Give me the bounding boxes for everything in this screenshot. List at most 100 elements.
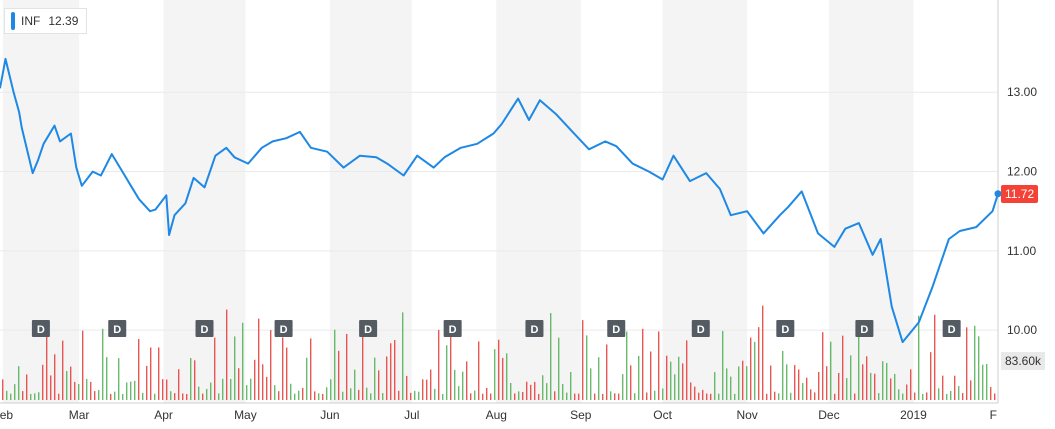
volume-bar [526, 381, 528, 400]
dividend-marker-label: D [364, 324, 372, 336]
dividend-marker-box [607, 320, 626, 337]
volume-bar [18, 366, 20, 400]
dividend-marker-box [274, 320, 293, 337]
dividend-marker: D [359, 320, 378, 337]
volume-bar [518, 391, 520, 400]
volume-bar [118, 358, 120, 400]
volume-bar [910, 369, 912, 400]
volume-bar [862, 364, 864, 400]
dividend-marker-box [855, 320, 874, 337]
volume-bar [426, 379, 428, 400]
volume-bar [198, 386, 200, 400]
volume-bar [330, 379, 332, 400]
volume-bar [662, 388, 664, 400]
dividend-marker-label: D [280, 324, 288, 336]
volume-bar [530, 384, 532, 400]
volume-bar [138, 338, 140, 400]
volume-bar [754, 341, 756, 400]
volume-bar [958, 386, 960, 400]
volume-bar [302, 387, 304, 400]
last-price-tag: 11.72 [1001, 184, 1039, 203]
volume-bar [318, 393, 320, 400]
volume-bar [238, 368, 240, 400]
volume-bar [550, 313, 552, 400]
volume-bar [374, 357, 376, 400]
volume-bar [978, 336, 980, 400]
volume-bar [602, 393, 604, 400]
volume-bar [30, 393, 32, 400]
month-band [163, 0, 246, 403]
volume-bar [966, 327, 968, 400]
volume-bar [226, 309, 228, 400]
volume-bar [666, 355, 668, 400]
x-tick-label: Oct [653, 408, 672, 422]
volume-bar [366, 387, 368, 400]
volume-bars [2, 305, 996, 400]
volume-bar [370, 393, 372, 400]
volume-bar [746, 366, 748, 400]
gridlines [0, 0, 999, 404]
volume-bar [254, 359, 256, 400]
volume-bar [94, 391, 96, 400]
volume-bar [202, 393, 204, 400]
volume-bar [838, 372, 840, 400]
volume-bar [714, 372, 716, 400]
volume-bar [270, 330, 272, 400]
volume-bar [706, 393, 708, 400]
volume-bar [342, 391, 344, 400]
volume-bar [918, 315, 920, 400]
x-tick-label: Feb [0, 408, 13, 422]
volume-bar [650, 351, 652, 400]
volume-bar [534, 381, 536, 400]
volume-bar [230, 378, 232, 400]
volume-bar [698, 392, 700, 400]
volume-bar [626, 331, 628, 400]
volume-bar [606, 344, 608, 400]
volume-bar [182, 393, 184, 400]
volume-bar [42, 364, 44, 400]
dividend-marker-label: D [530, 324, 538, 336]
volume-bar [46, 326, 48, 400]
volume-bar [390, 343, 392, 400]
legend[interactable]: INF 12.39 [4, 8, 88, 34]
volume-bar [494, 349, 496, 400]
dividend-marker: D [31, 320, 50, 337]
volume-bar [538, 393, 540, 400]
dividend-marker-box [525, 320, 544, 337]
volume-bar [846, 378, 848, 400]
volume-bar [322, 393, 324, 400]
volume-bar [394, 340, 396, 400]
volume-bar [986, 364, 988, 400]
x-tick-label: F [990, 408, 997, 422]
volume-bar [610, 391, 612, 400]
volume-bar [718, 393, 720, 400]
dividend-marker-box [942, 320, 961, 337]
dividend-marker-label: D [201, 324, 209, 336]
volume-bar [346, 333, 348, 400]
volume-bar [726, 368, 728, 400]
volume-bar [894, 373, 896, 400]
volume-bar [154, 393, 156, 400]
volume-bar [350, 388, 352, 400]
volume-bar [194, 360, 196, 400]
volume-bar [678, 356, 680, 400]
volume-bar [258, 318, 260, 400]
volume-bar [730, 376, 732, 400]
month-band [828, 0, 914, 403]
volume-bar [590, 368, 592, 400]
x-tick-label: Jun [320, 408, 339, 422]
volume-bar [166, 379, 168, 400]
volume-bar [142, 392, 144, 400]
volume-bar [790, 392, 792, 400]
x-tick-label: Sep [570, 408, 592, 422]
volume-bar [74, 381, 76, 400]
volume-bar [122, 393, 124, 400]
volume-bar [66, 370, 68, 400]
volume-bar [282, 337, 284, 400]
dividend-marker-box [108, 320, 127, 337]
volume-bar [878, 393, 880, 400]
volume-bar [382, 393, 384, 400]
volume-bar [558, 337, 560, 400]
y-tick-label: 13.00 [1007, 85, 1037, 99]
